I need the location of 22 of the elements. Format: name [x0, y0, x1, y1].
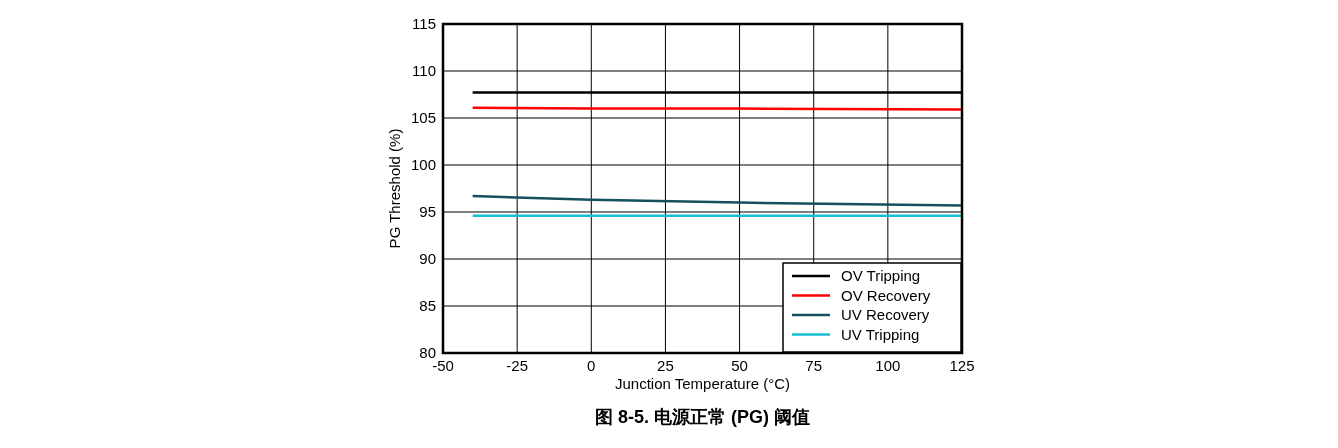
y-tick-label: 100 [410, 156, 436, 173]
x-tick-label: 75 [805, 357, 823, 374]
legend-label: UV Tripping [841, 325, 920, 343]
y-tick-label: 105 [410, 109, 436, 126]
x-tick-label: 0 [587, 357, 596, 374]
y-tick-label: 115 [412, 15, 436, 32]
y-axis-title: PG Threshold (%) [386, 128, 403, 249]
x-tick-label: 25 [657, 357, 674, 374]
x-axis-title: Junction Temperature (°C) [615, 375, 790, 392]
legend-label: OV Tripping [841, 267, 921, 284]
x-tick-label: 100 [875, 357, 901, 374]
line-series [471, 194, 964, 207]
y-tick-label: 110 [412, 62, 436, 79]
text: 图 8-5. 电源正常 (PG) 阈值 [594, 407, 811, 427]
y-tick-label: 90 [419, 250, 436, 267]
legend-label: UV Recovery [841, 306, 930, 323]
x-tick-label: 50 [731, 357, 748, 374]
x-tick-label: -25 [506, 357, 528, 374]
legend-label: OV Recovery [841, 286, 931, 304]
y-tick-label: 95 [419, 203, 436, 220]
x-tick-label: 125 [949, 357, 975, 374]
y-tick-label: 85 [419, 297, 436, 314]
